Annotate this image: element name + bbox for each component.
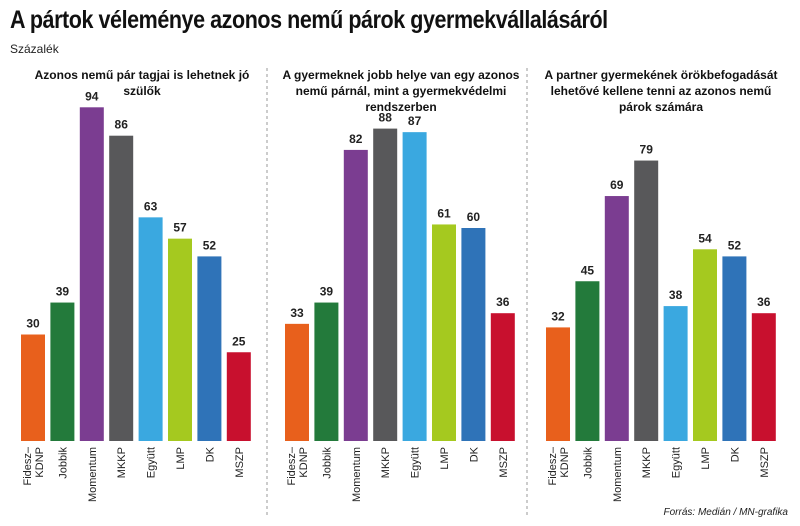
bar	[21, 334, 45, 441]
data-label: 45	[581, 263, 595, 277]
panel-title-1: Azonos nemű pár tagjai is lehetnek jó sz…	[34, 68, 250, 98]
bar	[634, 160, 659, 442]
chart-title: A pártok véleménye azonos nemű párok gye…	[10, 6, 608, 34]
bar	[663, 306, 688, 441]
bar	[138, 217, 163, 441]
source-note: Forrás: Medián / MN-grafika	[663, 507, 788, 518]
category-tick-label: MSZP	[759, 447, 771, 478]
category-tick-label: Jobbik	[321, 447, 333, 479]
data-label: 39	[320, 285, 334, 299]
data-label: 88	[379, 111, 393, 125]
bar	[402, 132, 427, 441]
category-tick-label: DK	[468, 446, 480, 462]
category-tick-label: Fidesz–KDNP	[286, 446, 310, 485]
category-tick-label: LMP	[700, 447, 712, 470]
panel-title-2: A gyermeknek jobb helye van egy azonos n…	[282, 68, 520, 114]
data-label: 79	[640, 143, 654, 157]
data-label: 87	[408, 114, 422, 128]
bar	[109, 135, 134, 441]
category-tick-label: Együtt	[146, 447, 158, 478]
bar	[490, 313, 515, 441]
data-label: 86	[115, 118, 129, 132]
bar	[546, 327, 570, 441]
panel-2-bars: 33 Fidesz–KDNP 39 Jobbik 82 Momentum 88 MKKP 87 E…	[285, 111, 515, 502]
bar	[168, 238, 192, 441]
bar	[461, 228, 486, 441]
data-label: 33	[290, 306, 304, 320]
category-tick-label: MKKP	[641, 447, 653, 478]
data-label: 52	[203, 238, 217, 252]
data-label: 36	[757, 295, 771, 309]
category-tick-label: MKKP	[380, 447, 392, 478]
category-tick-label: Fidesz–KDNP	[22, 446, 46, 485]
data-label: 94	[85, 89, 99, 103]
category-tick-label: Jobbik	[57, 447, 69, 479]
category-tick-label: Jobbik	[582, 447, 594, 479]
category-tick-label: MSZP	[234, 447, 246, 478]
unit-label: Százalék	[10, 42, 59, 56]
data-label: 36	[496, 295, 510, 309]
bar	[226, 352, 251, 441]
panel-title-3: A partner gyermekének örökbefogadását le…	[544, 68, 778, 114]
data-label: 25	[232, 334, 246, 348]
data-label: 54	[698, 231, 712, 245]
data-label: 30	[26, 317, 40, 331]
bar	[285, 323, 309, 441]
data-label: 57	[173, 221, 187, 235]
data-label: 32	[551, 309, 565, 323]
data-label: 63	[144, 199, 158, 213]
category-tick-label: Együtt	[410, 447, 422, 478]
data-label: 69	[610, 178, 624, 192]
category-tick-label: MSZP	[498, 447, 510, 478]
category-tick-label: Együtt	[671, 447, 683, 478]
data-label: 39	[56, 285, 70, 299]
data-label: 38	[669, 288, 683, 302]
data-label: 82	[349, 132, 363, 146]
panel-3-bars: 32 Fidesz–KDNP 45 Jobbik 69 Momentum 79 MKKP 38 E…	[546, 143, 776, 502]
category-tick-label: DK	[729, 446, 741, 462]
bar	[604, 196, 629, 441]
category-tick-label: Fidesz–KDNP	[547, 446, 571, 485]
bar	[50, 302, 75, 441]
data-label: 61	[437, 206, 451, 220]
category-tick-label: LMP	[439, 447, 451, 470]
bar	[373, 128, 398, 441]
panel-1-bars: 30 Fidesz–KDNP 39 Jobbik 94 Momentum 86 MKKP 63 E…	[21, 89, 251, 502]
bar	[314, 302, 339, 441]
bar	[751, 313, 776, 441]
bar	[722, 256, 747, 441]
category-tick-label: Momentum	[87, 447, 99, 502]
category-tick-label: MKKP	[116, 447, 128, 478]
bar	[432, 224, 456, 441]
bar	[575, 281, 600, 441]
bar	[79, 107, 104, 442]
data-label: 52	[728, 238, 742, 252]
category-tick-label: Momentum	[612, 447, 624, 502]
data-label: 60	[467, 210, 481, 224]
category-tick-label: Momentum	[351, 447, 363, 502]
category-tick-label: LMP	[175, 447, 187, 470]
category-tick-label: DK	[204, 446, 216, 462]
bar	[693, 249, 717, 441]
bar	[197, 256, 222, 441]
bar	[343, 149, 368, 441]
